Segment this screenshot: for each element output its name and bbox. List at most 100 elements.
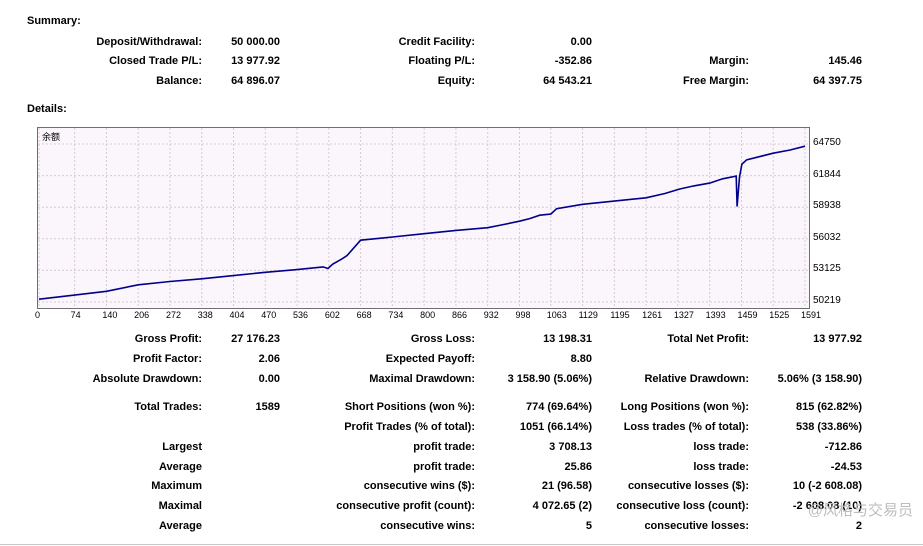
absolute-drawdown-label: Absolute Drawdown: [92, 373, 202, 385]
average-loss-value: -24.53 [830, 461, 862, 473]
x-tick-label: 536 [293, 310, 309, 320]
maximal-consecutive-loss-value: -2 608.08 (10) [792, 500, 862, 512]
x-tick-label: 0 [35, 310, 41, 320]
average-consecutive-losses-value: 2 [855, 520, 862, 532]
x-tick-label: 1063 [546, 310, 567, 320]
profit-factor-label: Profit Factor: [132, 353, 202, 365]
max-consecutive-wins-value: 21 (96.58) [541, 480, 592, 492]
maximal-consecutive-profit-value: 4 072.65 (2) [532, 500, 592, 512]
margin-label: Margin: [709, 55, 749, 67]
average-profit-value: 25.86 [564, 461, 592, 473]
long-positions-label: Long Positions (won %): [620, 401, 749, 413]
x-tick-label: 800 [420, 310, 436, 320]
average-profit-label: profit trade: [413, 461, 475, 473]
free-margin-value: 64 397.75 [813, 75, 862, 87]
gross-loss-value: 13 198.31 [543, 333, 592, 345]
absolute-drawdown-value: 0.00 [258, 373, 280, 385]
total-trades-label: Total Trades: [134, 401, 202, 413]
largest-profit-label: profit trade: [413, 441, 475, 453]
short-positions-label: Short Positions (won %): [344, 401, 475, 413]
largest-loss-value: -712.86 [824, 441, 862, 453]
y-tick-label: 56032 [813, 231, 841, 243]
balance-chart [37, 127, 810, 309]
total-trades-value: 1589 [255, 401, 280, 413]
margin-value: 145.46 [828, 55, 862, 67]
equity-value: 64 543.21 [543, 75, 592, 87]
chart-legend: 余额 [42, 132, 61, 142]
profit-trades-value: 1051 (66.14%) [519, 421, 592, 433]
x-tick-label: 602 [324, 310, 340, 320]
net-profit-value: 13 977.92 [813, 333, 862, 345]
largest-label: Largest [162, 441, 202, 453]
watermark-text: @风格与交易员 [807, 502, 913, 519]
x-tick-label: 404 [229, 310, 245, 320]
largest-loss-label: loss trade: [693, 441, 749, 453]
x-tick-label: 1525 [769, 310, 790, 320]
balance-label: Balance: [156, 75, 202, 87]
balance-series-line [38, 145, 806, 300]
relative-drawdown-value: 5.06% (3 158.90) [777, 373, 862, 385]
average-loss-label: loss trade: [693, 461, 749, 473]
summary-title: Summary: [27, 15, 81, 27]
x-tick-label: 1327 [673, 310, 694, 320]
floating-pl-value: -352.86 [554, 55, 592, 67]
loss-trades-value: 538 (33.86%) [795, 421, 862, 433]
equity-label: Equity: [437, 75, 475, 87]
x-tick-label: 338 [197, 310, 213, 320]
x-tick-label: 206 [134, 310, 150, 320]
x-tick-label: 1129 [578, 310, 598, 320]
x-tick-label: 74 [70, 310, 81, 320]
profit-trades-label: Profit Trades (% of total): [344, 421, 475, 433]
y-tick-label: 64750 [813, 137, 841, 148]
maximal-consecutive-profit-label: consecutive profit (count): [336, 500, 475, 512]
closed-pl-value: 13 977.92 [231, 55, 280, 67]
x-tick-label: 668 [356, 310, 372, 320]
x-tick-label: 470 [261, 310, 277, 320]
balance-chart-svg [38, 128, 809, 308]
short-positions-value: 774 (69.64%) [525, 401, 592, 413]
floating-pl-label: Floating P/L: [408, 55, 475, 67]
maximum-label: Maximum [151, 480, 202, 492]
x-tick-label: 272 [165, 310, 181, 320]
gross-profit-value: 27 176.23 [231, 333, 280, 345]
bottom-divider [0, 544, 923, 545]
free-margin-label: Free Margin: [682, 75, 749, 87]
loss-trades-label: Loss trades (% of total): [623, 421, 749, 433]
y-tick-label: 50219 [813, 295, 841, 306]
maximal-drawdown-label: Maximal Drawdown: [369, 373, 475, 385]
maximal-label: Maximal [158, 500, 202, 512]
max-consecutive-wins-label: consecutive wins ($): [363, 480, 475, 492]
y-tick-label: 58938 [813, 200, 841, 212]
y-tick-label: 61844 [813, 168, 841, 180]
maximal-drawdown-value: 3 158.90 (5.06%) [507, 373, 592, 385]
x-tick-label: 866 [451, 310, 467, 320]
expected-payoff-label: Expected Payoff: [385, 353, 475, 365]
largest-profit-value: 3 708.13 [549, 441, 592, 453]
x-tick-label: 1591 [801, 310, 822, 320]
deposit-value: 50 000.00 [231, 36, 280, 48]
x-tick-label: 1261 [642, 310, 663, 320]
balance-value: 64 896.07 [231, 75, 280, 87]
x-tick-label: 140 [102, 310, 118, 320]
x-tick-label: 1195 [610, 310, 630, 320]
x-tick-label: 1459 [737, 310, 758, 320]
gross-loss-label: Gross Loss: [410, 333, 475, 345]
net-profit-label: Total Net Profit: [667, 333, 749, 345]
credit-label: Credit Facility: [398, 36, 475, 48]
x-tick-label: 1393 [705, 310, 726, 320]
max-consecutive-losses-value: 10 (-2 608.08) [792, 480, 862, 492]
maximal-consecutive-loss-label: consecutive loss (count): [616, 500, 749, 512]
closed-pl-label: Closed Trade P/L: [109, 55, 202, 67]
max-consecutive-losses-label: consecutive losses ($): [627, 480, 749, 492]
average-consecutive-label: Average [158, 520, 202, 532]
deposit-label: Deposit/Withdrawal: [96, 36, 202, 48]
average-consecutive-wins-value: 5 [585, 520, 592, 532]
x-tick-label: 734 [388, 310, 404, 320]
x-tick-label: 932 [483, 310, 499, 320]
relative-drawdown-label: Relative Drawdown: [644, 373, 749, 385]
average-consecutive-wins-label: consecutive wins: [380, 520, 475, 532]
expected-payoff-value: 8.80 [570, 353, 592, 365]
gross-profit-label: Gross Profit: [134, 333, 202, 345]
average-consecutive-losses-label: consecutive losses: [644, 520, 749, 532]
details-title: Details: [27, 103, 67, 115]
